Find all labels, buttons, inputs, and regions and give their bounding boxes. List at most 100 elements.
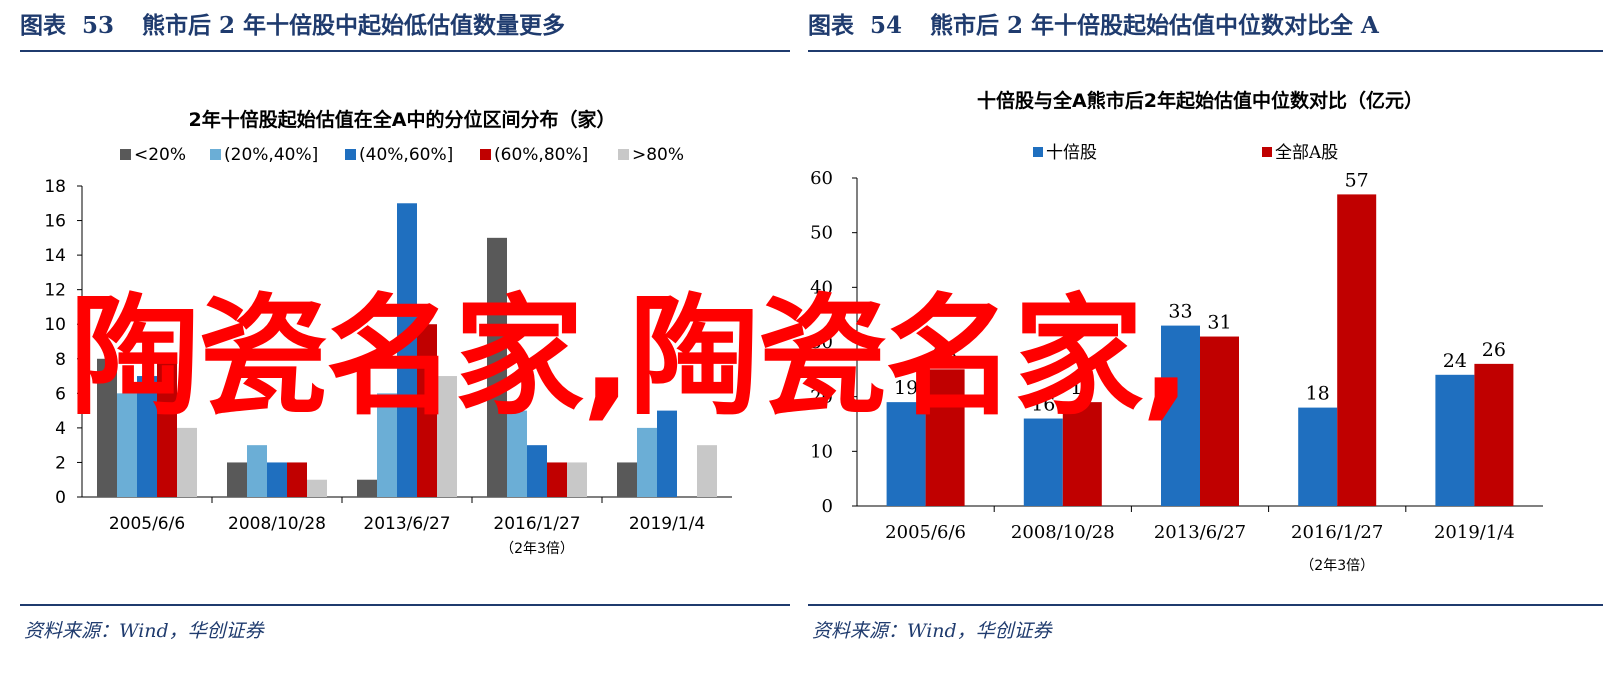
right-chart: 十倍股与全A熊市后2年起始估值中位数对比（亿元） 十倍股 全部A股 0 10 20 30 40… — [810, 89, 1543, 574]
right-y-tick-label: 20 — [810, 387, 833, 408]
left-y-tick-label: 4 — [55, 419, 66, 439]
right-bar — [1023, 418, 1063, 506]
right-legend-label: 全部A股 — [1275, 143, 1338, 163]
left-bar — [637, 427, 657, 497]
left-bar — [697, 445, 717, 497]
left-bar — [437, 376, 457, 497]
left-legend-swatch — [618, 149, 629, 160]
left-bar — [97, 358, 117, 497]
left-bar — [137, 376, 157, 497]
right-bar — [886, 402, 926, 506]
right-bar — [1337, 194, 1377, 506]
right-y-tick-label: 10 — [810, 441, 833, 462]
left-legend-label: (60%,80%] — [494, 145, 588, 165]
right-data-label: 18 — [1306, 383, 1330, 405]
right-legend-swatch — [1262, 147, 1272, 157]
left-x-tick-label: 2008/10/28 — [228, 514, 326, 534]
left-x-tick-label: 2005/6/6 — [109, 514, 185, 534]
left-footer-rule — [20, 604, 790, 606]
left-legend-swatch — [120, 149, 131, 160]
right-header-rule — [808, 50, 1603, 52]
left-bar — [267, 462, 287, 497]
left-bar — [357, 479, 377, 497]
right-legend-swatch — [1033, 147, 1043, 157]
right-figure-prefix: 图表 — [808, 12, 854, 39]
right-figure-title: 熊市后 2 年十倍股起始估值中位数对比全 A — [930, 12, 1379, 39]
left-bar — [157, 358, 177, 497]
right-data-label: 57 — [1345, 169, 1369, 191]
right-data-label: 19 — [894, 377, 918, 399]
left-bar — [417, 324, 437, 497]
left-y-tick-label: 14 — [44, 246, 66, 266]
left-legend-label: (20%,40%] — [224, 145, 318, 165]
left-bar — [177, 427, 197, 497]
left-y-tick-label: 12 — [44, 281, 66, 301]
right-bar — [925, 369, 965, 506]
right-y-tick-label: 50 — [810, 223, 833, 244]
left-header-rule — [20, 50, 790, 52]
right-x-tick-label: 2019/1/4 — [1434, 522, 1515, 543]
left-chart: 2年十倍股起始估值在全A中的分位区间分布（家）<20% (20%,40%] (40%… — [44, 108, 732, 557]
left-figure-header: 图表 53 熊市后 2 年十倍股中起始低估值数量更多 — [20, 6, 790, 46]
left-bar — [567, 462, 587, 497]
right-data-label: 16 — [1031, 394, 1055, 416]
right-source-note: 资料来源：Wind，华创证券 — [812, 620, 1052, 642]
left-bar — [507, 410, 527, 497]
left-legend-label: >80% — [632, 145, 684, 165]
left-bar — [527, 445, 547, 497]
right-y-tick-label: 60 — [810, 168, 833, 189]
right-chart-title: 十倍股与全A熊市后2年起始估值中位数对比（亿元） — [977, 89, 1423, 112]
left-figure-number: 53 — [82, 12, 115, 39]
right-figure-number: 54 — [870, 12, 903, 39]
watermark-text: 陶瓷名家,陶瓷名家, — [70, 281, 1191, 433]
left-legend-swatch — [345, 149, 356, 160]
left-bar — [547, 462, 567, 497]
left-bar — [307, 479, 327, 497]
left-bar — [247, 445, 267, 497]
left-bar — [227, 462, 247, 497]
right-data-label: 31 — [1207, 312, 1231, 334]
left-bar — [397, 203, 417, 497]
left-bar — [617, 462, 637, 497]
left-bar — [657, 410, 677, 497]
right-data-label: 25 — [933, 344, 957, 366]
left-x-tick-label: 2016/1/27 — [493, 514, 580, 534]
left-y-tick-label: 16 — [44, 212, 66, 232]
right-data-label: 26 — [1482, 339, 1506, 361]
left-legend-swatch — [480, 149, 491, 160]
right-x-tick-label: 2005/6/6 — [885, 522, 966, 543]
right-bar — [1161, 325, 1200, 506]
right-figure-header: 图表 54 熊市后 2 年十倍股起始估值中位数对比全 A — [808, 6, 1603, 46]
right-bar — [1200, 336, 1239, 506]
left-bar — [487, 237, 507, 498]
left-legend-label: <20% — [134, 145, 186, 165]
left-bar — [287, 462, 307, 497]
left-y-tick-label: 18 — [44, 177, 66, 197]
left-y-tick-label: 10 — [44, 315, 66, 335]
left-y-tick-label: 6 — [55, 384, 66, 404]
left-bar — [377, 393, 397, 497]
right-x-tick-label: 2013/6/27 — [1154, 522, 1246, 543]
right-data-label: 19 — [1070, 377, 1094, 399]
right-x-tick-label: 2016/1/27 — [1291, 522, 1383, 543]
left-chart-title: 2年十倍股起始估值在全A中的分位区间分布（家） — [189, 108, 616, 131]
right-footer-rule — [808, 604, 1603, 606]
left-legend-label: (40%,60%] — [359, 145, 453, 165]
right-x-tick-label: 2008/10/28 — [1011, 522, 1115, 543]
left-y-tick-label: 2 — [55, 453, 66, 473]
right-x-sublabel: （2年3倍） — [1300, 558, 1374, 574]
right-bar — [1435, 374, 1475, 506]
left-x-tick-label: 2013/6/27 — [363, 514, 450, 534]
right-y-tick-label: 0 — [822, 496, 833, 517]
left-legend-swatch — [210, 149, 221, 160]
left-bar — [117, 393, 137, 497]
right-bar — [1474, 363, 1514, 506]
left-figure-prefix: 图表 — [20, 12, 66, 39]
left-figure-title: 熊市后 2 年十倍股中起始低估值数量更多 — [142, 12, 566, 39]
right-bar — [1062, 402, 1102, 506]
right-legend-label: 十倍股 — [1046, 143, 1097, 163]
right-y-tick-label: 30 — [810, 332, 833, 353]
left-source-note: 资料来源：Wind，华创证券 — [24, 620, 264, 642]
left-x-tick-label: 2019/1/4 — [629, 514, 705, 534]
left-x-sublabel: （2年3倍） — [500, 541, 574, 557]
